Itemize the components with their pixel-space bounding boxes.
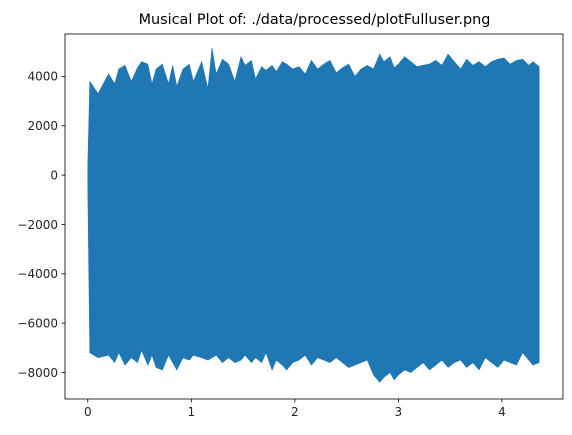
y-tick-label: −6000 [17, 316, 58, 330]
x-tick-label: 1 [187, 405, 195, 419]
y-tick-label: 4000 [27, 70, 58, 84]
x-axis: 0 1 2 3 4 [84, 399, 506, 419]
x-tick-label: 4 [498, 405, 506, 419]
y-tick-label: 0 [50, 168, 58, 182]
y-tick-label: 2000 [27, 119, 58, 133]
y-tick-label: −2000 [17, 218, 58, 232]
x-tick-label: 0 [84, 405, 92, 419]
y-tick-label: −8000 [17, 366, 58, 380]
y-axis: −8000 −6000 −4000 −2000 0 2000 4000 [17, 70, 65, 380]
x-tick-label: 3 [395, 405, 403, 419]
y-tick-label: −4000 [17, 267, 58, 281]
waveform-series [87, 48, 540, 383]
plot-area [87, 48, 540, 383]
x-tick-label: 2 [291, 405, 299, 419]
chart-title: Musical Plot of: ./data/processed/plotFu… [139, 12, 491, 28]
axes-frame [64, 33, 564, 400]
